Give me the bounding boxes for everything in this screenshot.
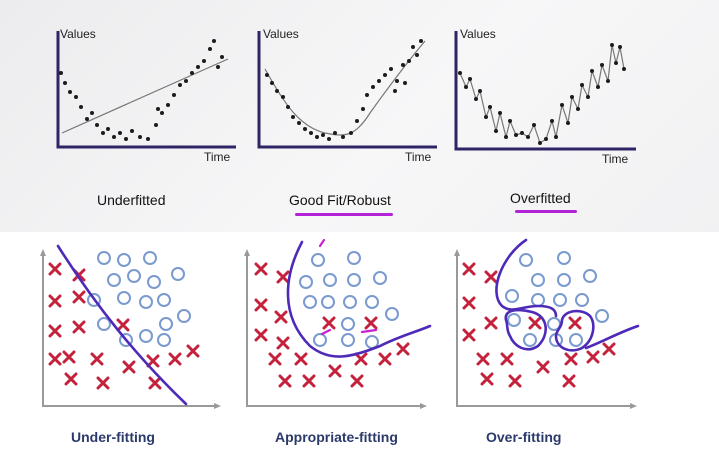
label-over-fitting: Over-fitting: [486, 429, 562, 445]
axes: [257, 31, 437, 149]
decision-boundary-curve: [286, 240, 432, 358]
axes: [56, 31, 236, 149]
annotation-mark: [360, 328, 378, 334]
class-o-markers: [299, 251, 399, 349]
decision-boundary-curve: [584, 324, 640, 350]
axes: [42, 254, 216, 407]
class-o-markers: [87, 251, 191, 347]
y-arrow-icon: [40, 249, 46, 256]
annotation-underline: [515, 210, 577, 213]
jagged-fit-curve: [459, 44, 625, 144]
classification-figure-background: [0, 232, 719, 459]
appropriate-fitting-plot: [240, 236, 432, 416]
smooth-fit-curve: [264, 40, 426, 136]
annotation-underline: [295, 213, 393, 216]
y-arrow-icon: [244, 249, 250, 256]
axes: [456, 254, 632, 407]
class-x-markers: [462, 262, 616, 388]
data-points: [265, 39, 423, 141]
overfitted-chart: Values Time: [452, 25, 642, 170]
caption-good-fit: Good Fit/Robust: [289, 192, 391, 208]
y-arrow-icon: [454, 249, 460, 256]
x-axis-label: Time: [204, 150, 231, 164]
x-arrow-icon: [630, 403, 637, 409]
decision-boundary-loop: [504, 308, 547, 351]
data-points: [458, 43, 626, 145]
decision-boundary-line: [56, 244, 188, 406]
y-axis-label: Values: [460, 27, 496, 41]
decision-boundary-curve: [495, 238, 558, 318]
class-x-markers: [48, 262, 200, 390]
x-axis-label: Time: [602, 152, 629, 166]
decision-boundary-loop: [554, 309, 595, 352]
caption-overfitted: Overfitted: [510, 190, 571, 206]
x-arrow-icon: [420, 403, 427, 409]
y-axis-label: Values: [60, 27, 96, 41]
annotation-tick: [318, 238, 326, 248]
x-arrow-icon: [214, 403, 221, 409]
under-fitting-plot: [36, 236, 226, 416]
class-o-markers: [505, 251, 609, 347]
axes: [454, 31, 636, 151]
y-axis-label: Values: [263, 27, 299, 41]
annotation-mark: [320, 328, 332, 336]
axes: [246, 254, 422, 407]
class-x-markers: [254, 262, 410, 388]
data-points: [59, 39, 224, 141]
x-axis-label: Time: [405, 150, 432, 164]
over-fitting-plot: [452, 236, 642, 416]
label-appropriate-fitting: Appropriate-fitting: [275, 429, 398, 445]
caption-underfitted: Underfitted: [97, 192, 166, 208]
linear-fit-line: [61, 58, 229, 134]
underfitted-chart: Values Time: [52, 25, 242, 170]
good-fit-chart: Values Time: [255, 25, 445, 170]
label-under-fitting: Under-fitting: [71, 429, 155, 445]
